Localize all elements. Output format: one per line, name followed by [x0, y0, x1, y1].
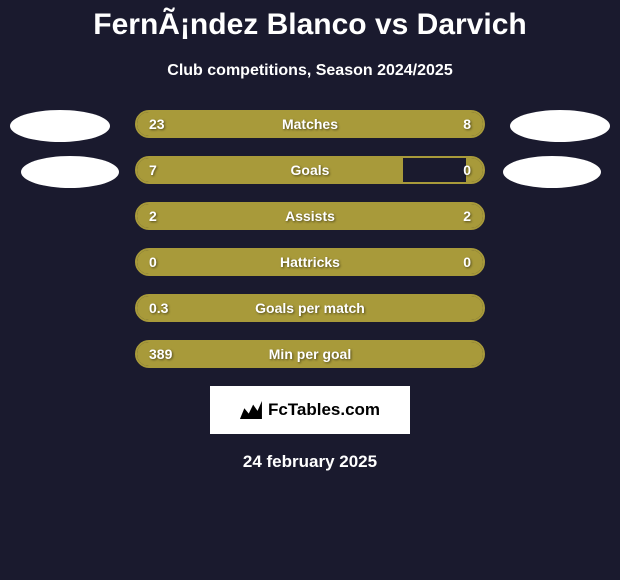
stat-row: 0.3 Goals per match [135, 294, 485, 322]
stat-value-left: 7 [149, 162, 157, 178]
player-avatar-right-top [510, 110, 610, 142]
stat-value-left: 389 [149, 346, 172, 362]
stat-label: Hattricks [280, 254, 340, 270]
stat-row: 23 8 Matches [135, 110, 485, 138]
stat-value-right: 0 [463, 162, 471, 178]
comparison-content: 23 8 Matches 7 0 Goals 2 2 Assists 0 0 Hattricks 0.3… [0, 110, 620, 368]
logo-chart-icon [240, 401, 262, 419]
stat-label: Goals [291, 162, 330, 178]
stat-value-left: 2 [149, 208, 157, 224]
stat-value-left: 0.3 [149, 300, 168, 316]
stat-label: Assists [285, 208, 335, 224]
stat-value-right: 8 [463, 116, 471, 132]
logo-badge: FcTables.com [210, 386, 410, 434]
stat-row: 2 2 Assists [135, 202, 485, 230]
stat-bar-left [137, 204, 310, 228]
stat-value-right: 0 [463, 254, 471, 270]
page-title: FernÃ¡ndez Blanco vs Darvich [0, 0, 620, 42]
page-subtitle: Club competitions, Season 2024/2025 [0, 62, 620, 80]
stat-row: 7 0 Goals [135, 156, 485, 184]
stat-value-left: 23 [149, 116, 165, 132]
stat-bar-left [137, 112, 379, 136]
stat-value-left: 0 [149, 254, 157, 270]
stat-row: 0 0 Hattricks [135, 248, 485, 276]
date-label: 24 february 2025 [0, 452, 620, 472]
stat-bar-left [137, 158, 403, 182]
stat-value-right: 2 [463, 208, 471, 224]
stat-label: Goals per match [255, 300, 365, 316]
stat-label: Min per goal [269, 346, 351, 362]
player-avatar-left-bottom [21, 156, 119, 188]
player-avatar-left-top [10, 110, 110, 142]
player-avatar-right-bottom [503, 156, 601, 188]
stat-bars-container: 23 8 Matches 7 0 Goals 2 2 Assists 0 0 Hattricks 0.3… [135, 110, 485, 368]
stat-label: Matches [282, 116, 338, 132]
stat-row: 389 Min per goal [135, 340, 485, 368]
stat-bar-right [310, 204, 483, 228]
logo-text: FcTables.com [268, 400, 380, 420]
